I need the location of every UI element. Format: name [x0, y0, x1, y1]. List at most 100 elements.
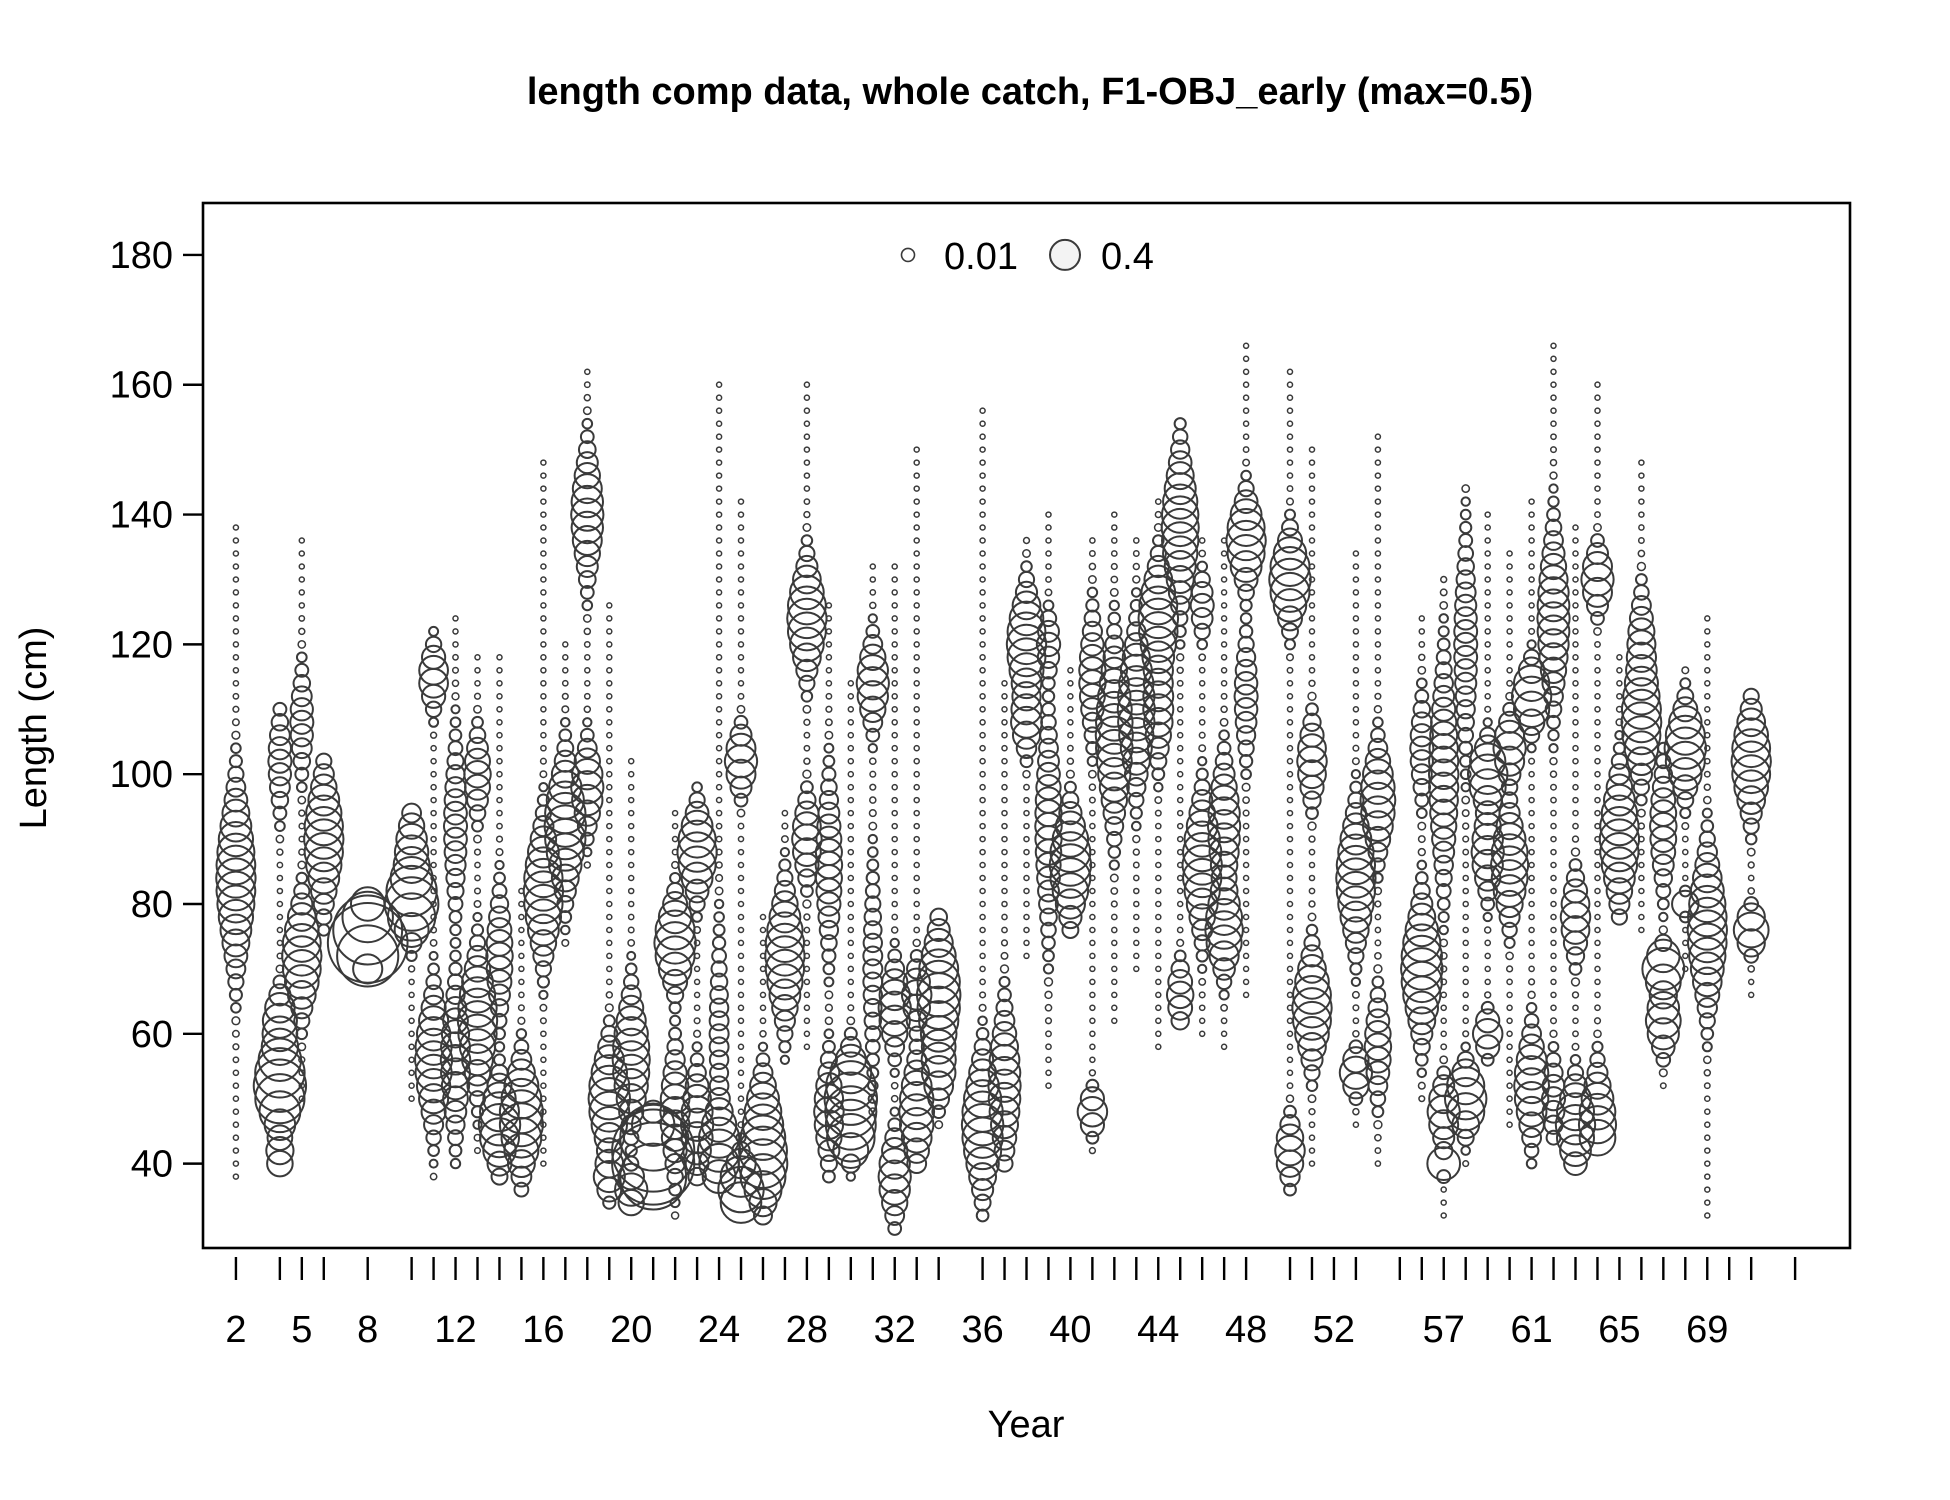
bubble	[868, 809, 877, 818]
bubble	[1555, 1092, 1596, 1132]
bubble	[991, 1021, 1018, 1047]
bubble	[715, 537, 723, 544]
bubble	[736, 808, 746, 818]
bubble	[669, 1014, 682, 1027]
bubble	[979, 861, 986, 869]
bubble	[408, 1069, 415, 1077]
bubble	[816, 891, 842, 917]
bubble	[1286, 926, 1294, 934]
bubble	[1626, 746, 1657, 777]
bubble	[1428, 1109, 1460, 1141]
bubble	[228, 987, 243, 1002]
bubble	[1374, 926, 1382, 934]
bubble	[408, 1043, 415, 1051]
bubble	[1137, 597, 1180, 640]
bubble	[682, 1135, 712, 1166]
bubble	[493, 1053, 506, 1067]
bubble	[913, 693, 920, 700]
bubble	[1242, 991, 1250, 999]
bubble	[693, 926, 702, 934]
bubble	[1132, 861, 1140, 869]
bubble	[1111, 1004, 1118, 1012]
bubble	[216, 832, 256, 872]
bubble	[456, 1000, 499, 1042]
bubble	[447, 1129, 464, 1147]
bubble	[1226, 533, 1266, 574]
bubble	[1374, 667, 1382, 674]
bubble	[1155, 952, 1162, 960]
bubble	[479, 1117, 520, 1159]
bubble	[737, 887, 745, 895]
legend: 0.01 0.4	[900, 236, 1154, 278]
bubble	[1549, 783, 1558, 791]
bubble	[847, 887, 855, 895]
bubble	[1063, 780, 1077, 794]
bubble	[693, 939, 701, 947]
bubble	[1528, 926, 1535, 934]
bubble	[1155, 913, 1162, 921]
bubble	[1286, 861, 1294, 869]
bubble	[1308, 498, 1316, 505]
bubble	[445, 764, 466, 785]
bubble	[1506, 576, 1513, 583]
bubble	[286, 980, 317, 1010]
bubble	[1506, 550, 1513, 557]
bubble	[405, 949, 418, 962]
bubble	[550, 863, 580, 893]
bubble	[1170, 595, 1191, 616]
bubble	[463, 759, 492, 789]
bubble	[862, 633, 884, 655]
bubble	[486, 1072, 513, 1099]
bubble	[1415, 807, 1428, 819]
bubble	[1484, 563, 1491, 570]
bubble	[1572, 524, 1579, 531]
bubble	[1374, 939, 1382, 947]
bubble	[1681, 822, 1690, 831]
bubble	[452, 615, 459, 622]
bubble	[1283, 1104, 1297, 1119]
bubble	[1747, 991, 1755, 999]
bubble	[1286, 1056, 1294, 1064]
bubble	[293, 882, 311, 900]
bubble	[803, 991, 811, 999]
bubble	[1528, 861, 1535, 869]
bubble	[1045, 576, 1052, 583]
bubble	[1198, 991, 1206, 999]
bubble	[1483, 926, 1492, 934]
bubble	[536, 975, 551, 989]
bubble	[668, 1026, 683, 1041]
bubble	[1570, 847, 1581, 857]
bubble	[1286, 913, 1294, 921]
bubble	[1303, 1064, 1321, 1082]
bubble	[270, 790, 290, 810]
bubble	[1466, 753, 1509, 795]
bubble	[1240, 469, 1252, 482]
bubble	[231, 1029, 240, 1038]
bubble	[1568, 961, 1583, 976]
bubble	[1696, 997, 1718, 1019]
bubble	[1195, 949, 1209, 963]
bubble	[627, 757, 635, 765]
bubble	[729, 723, 753, 747]
bubble	[829, 1051, 873, 1095]
bubble	[1237, 635, 1255, 654]
bubble	[792, 837, 822, 867]
bubble	[979, 822, 986, 830]
bubble	[298, 1069, 306, 1077]
bubble	[820, 934, 838, 952]
bubble	[1547, 729, 1560, 742]
bubble	[1480, 1000, 1495, 1015]
bubble	[1585, 541, 1610, 566]
bubble	[1051, 872, 1090, 910]
bubble	[887, 948, 903, 964]
bubble	[1001, 900, 1008, 908]
bubble	[1165, 461, 1195, 491]
bubble	[1431, 696, 1457, 722]
bubble	[1515, 1095, 1548, 1128]
bubble	[1622, 677, 1661, 716]
bubble	[898, 1093, 936, 1131]
bubble	[297, 639, 307, 649]
bubble	[1008, 652, 1045, 689]
bubble	[865, 624, 881, 639]
bubble	[560, 717, 571, 728]
